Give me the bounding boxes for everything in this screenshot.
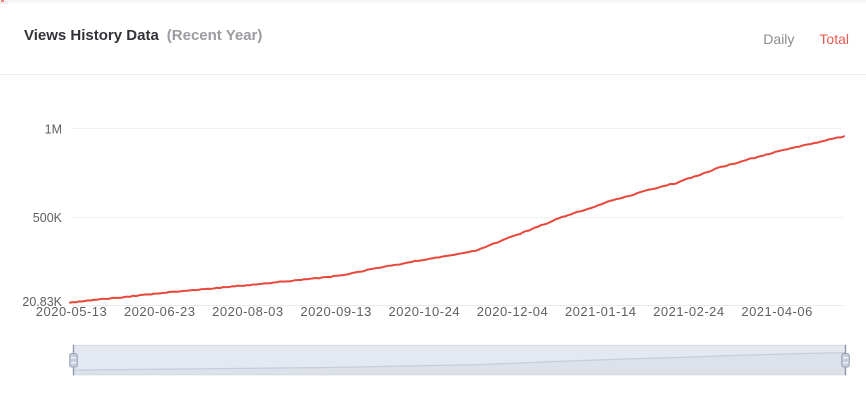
svg-text:2020-05-13: 2020-05-13 xyxy=(36,304,108,319)
svg-text:20.83K: 20.83K xyxy=(22,295,62,309)
svg-text:1M: 1M xyxy=(45,123,62,137)
svg-text:2021-04-06: 2021-04-06 xyxy=(741,304,813,319)
svg-text:2020-12-04: 2020-12-04 xyxy=(477,304,549,319)
svg-text:2020-09-13: 2020-09-13 xyxy=(300,304,372,319)
svg-text:2020-08-03: 2020-08-03 xyxy=(212,304,284,319)
svg-text:2020-10-24: 2020-10-24 xyxy=(389,304,461,319)
svg-text:500K: 500K xyxy=(33,211,63,225)
svg-text:2020-06-23: 2020-06-23 xyxy=(124,304,196,319)
svg-text:2021-02-24: 2021-02-24 xyxy=(653,304,725,319)
svg-text:2021-01-14: 2021-01-14 xyxy=(565,304,637,319)
